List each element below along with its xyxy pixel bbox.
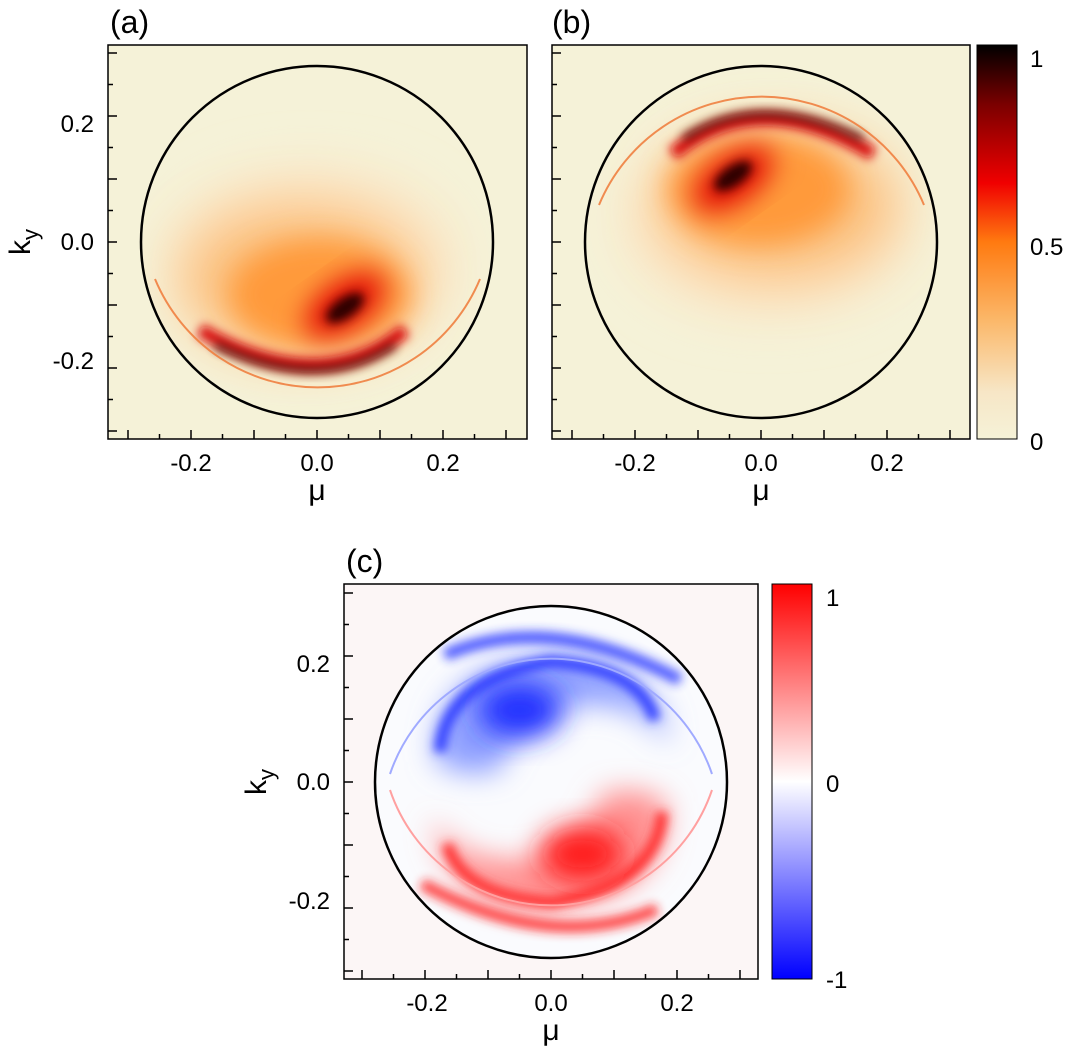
panel-label-a: (a) bbox=[110, 4, 149, 40]
x-axis-label-b: μ bbox=[752, 474, 769, 507]
tick-label-a-y0: 0.2 bbox=[61, 111, 94, 138]
heatmap-c bbox=[375, 606, 727, 958]
y-axis-label-a: ky bbox=[4, 229, 43, 255]
tick-label-c-x1: 0.0 bbox=[534, 990, 567, 1017]
svg-text:ky: ky bbox=[240, 769, 279, 795]
tick-label-b-x1: 0.0 bbox=[744, 450, 777, 477]
colorbar-bwr-label-max: 1 bbox=[826, 585, 839, 612]
colorbar-hot bbox=[976, 44, 1018, 440]
tick-label-b-x2: 0.2 bbox=[870, 450, 903, 477]
y-axis-label-c: ky bbox=[240, 769, 279, 795]
tick-label-b-x0: -0.2 bbox=[614, 450, 655, 477]
tick-label-c-y1: 0.0 bbox=[297, 769, 330, 796]
colorbar-bwr-label-min: -1 bbox=[826, 967, 847, 994]
tick-label-a-y1: 0.0 bbox=[61, 229, 94, 256]
ticks-b bbox=[552, 52, 951, 439]
x-axis-label-c: μ bbox=[542, 1014, 559, 1047]
tick-label-a-x0: -0.2 bbox=[170, 450, 211, 477]
panel-a: (a) μ ky -0.2 0.0 0.2 0.2 0.0 -0.2 bbox=[4, 4, 528, 507]
ticks-c bbox=[344, 592, 741, 979]
panel-label-c: (c) bbox=[346, 543, 383, 579]
colorbar-hot-label-min: 0 bbox=[1030, 429, 1043, 456]
x-axis-label-a: μ bbox=[308, 474, 325, 507]
tick-label-a-x2: 0.2 bbox=[426, 450, 459, 477]
heatmap-a bbox=[154, 175, 481, 389]
colorbar-bwr-label-mid: 0 bbox=[826, 771, 839, 798]
ticks-a bbox=[108, 52, 507, 439]
tick-label-c-x0: -0.2 bbox=[406, 990, 447, 1017]
tick-label-c-y2: -0.2 bbox=[289, 888, 330, 915]
colorbar-bwr bbox=[771, 583, 813, 980]
svg-text:ky: ky bbox=[4, 229, 43, 255]
panel-label-b: (b) bbox=[552, 4, 591, 40]
heatmap-b bbox=[598, 95, 925, 309]
boundary-circle-b bbox=[583, 64, 939, 420]
tick-label-c-x2: 0.2 bbox=[660, 990, 693, 1017]
tick-label-c-y0: 0.2 bbox=[297, 651, 330, 678]
colorbar-hot-label-mid: 0.5 bbox=[1030, 234, 1063, 261]
boundary-circle-a bbox=[139, 64, 495, 420]
panel-c: (c) μ ky -0.2 0.0 0.2 0.2 0.0 -0.2 1 0 -… bbox=[240, 543, 847, 1047]
panel-b: (b) μ -0.2 0.0 0.2 1 0.5 0 bbox=[551, 4, 1063, 507]
colorbar-hot-label-max: 1 bbox=[1030, 46, 1043, 73]
boundary-circle-c bbox=[373, 604, 729, 960]
tick-label-a-y2: -0.2 bbox=[53, 348, 94, 375]
tick-label-a-x1: 0.0 bbox=[300, 450, 333, 477]
